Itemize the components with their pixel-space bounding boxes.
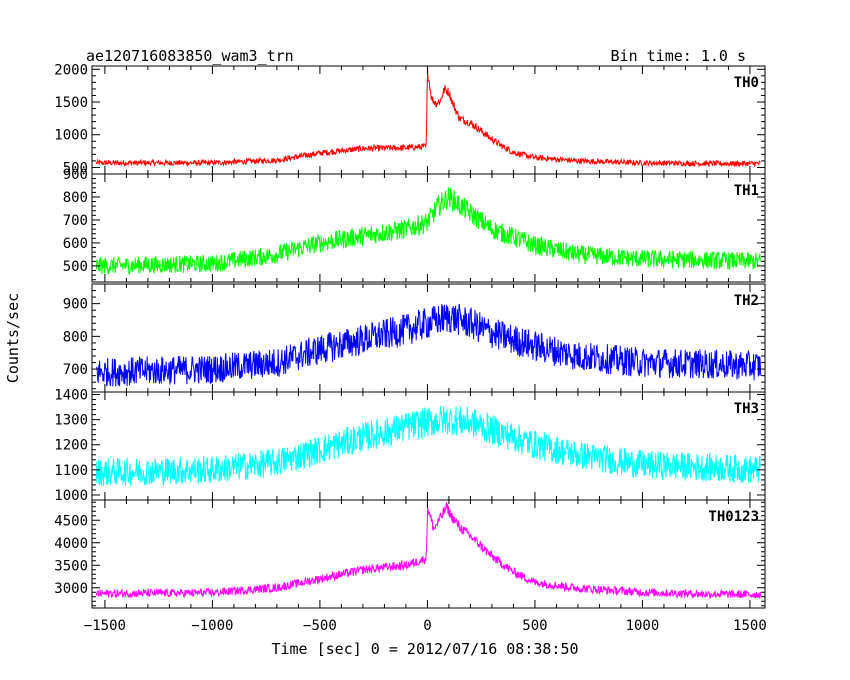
x-tick-label: 500 <box>522 618 547 634</box>
panel-th0: 500 1000 1500 2000 TH0 <box>54 62 766 176</box>
bin-time-label: Bin time: 1.0 s <box>611 47 746 65</box>
panels-group: 500 1000 1500 2000 TH0 500 600 700 800 900 TH1 700 8… <box>54 62 767 634</box>
x-tick-label: −500 <box>303 618 337 634</box>
series-line-th1 <box>95 187 762 275</box>
y-tick-label: 1500 <box>54 95 88 111</box>
panel-th2: 700 800 900 TH2 <box>63 283 766 393</box>
y-tick-label: 500 <box>63 259 88 275</box>
y-tick-label: 2000 <box>54 62 88 78</box>
y-tick-label: 900 <box>63 297 88 313</box>
panel-th1: 500 600 700 800 900 TH1 <box>63 167 766 283</box>
y-tick-label: 1300 <box>54 413 88 429</box>
y-tick-label: 3000 <box>54 581 88 597</box>
series-line-th2 <box>95 303 762 387</box>
y-tick-label: 4000 <box>54 536 88 552</box>
x-tick-label: −1500 <box>84 618 126 634</box>
panel-frame <box>91 283 766 393</box>
y-tick-label: 900 <box>63 167 88 183</box>
x-tick-label: −1000 <box>191 618 233 634</box>
panel-name-label: TH3 <box>734 401 759 417</box>
panel-th0123: 3000 3500 4000 4500 TH0123 <box>54 499 766 609</box>
series-line-th0123 <box>95 502 762 599</box>
x-tick-label: 1500 <box>733 618 767 634</box>
panel-name-label: TH0 <box>734 75 759 91</box>
y-tick-label: 700 <box>63 213 88 229</box>
panel-name-label: TH1 <box>734 183 759 199</box>
panel-frame <box>91 173 766 283</box>
series-line-th3 <box>95 406 762 487</box>
chart-title: ae120716083850_wam3_trn <box>86 47 294 65</box>
y-tick-label: 500 <box>63 160 88 176</box>
y-tick-label: 800 <box>63 190 88 206</box>
y-tick-label: 3500 <box>54 558 88 574</box>
y-tick-label: 1000 <box>54 488 88 504</box>
y-tick-label: 1400 <box>54 388 88 404</box>
y-tick-label: 700 <box>63 362 88 378</box>
y-tick-label: 800 <box>63 329 88 345</box>
y-tick-label: 1200 <box>54 438 88 454</box>
y-tick-label: 4500 <box>54 513 88 529</box>
y-axis-label: Counts/sec <box>4 293 22 383</box>
x-tick-label: 1000 <box>626 618 660 634</box>
y-tick-label: 1000 <box>54 128 88 144</box>
x-axis-label: Time [sec] 0 = 2012/07/16 08:38:50 <box>271 640 578 658</box>
panel-name-label: TH0123 <box>708 509 759 525</box>
panel-frame <box>91 499 766 609</box>
y-tick-label: 1100 <box>54 463 88 479</box>
series-line-th0 <box>95 67 761 168</box>
y-tick-label: 600 <box>63 236 88 252</box>
x-tick-label: 0 <box>423 618 431 634</box>
panel-frame <box>91 65 766 175</box>
panel-name-label: TH2 <box>734 293 759 309</box>
panel-th3: 1000 1100 1200 1300 1400 TH3 <box>54 388 766 504</box>
